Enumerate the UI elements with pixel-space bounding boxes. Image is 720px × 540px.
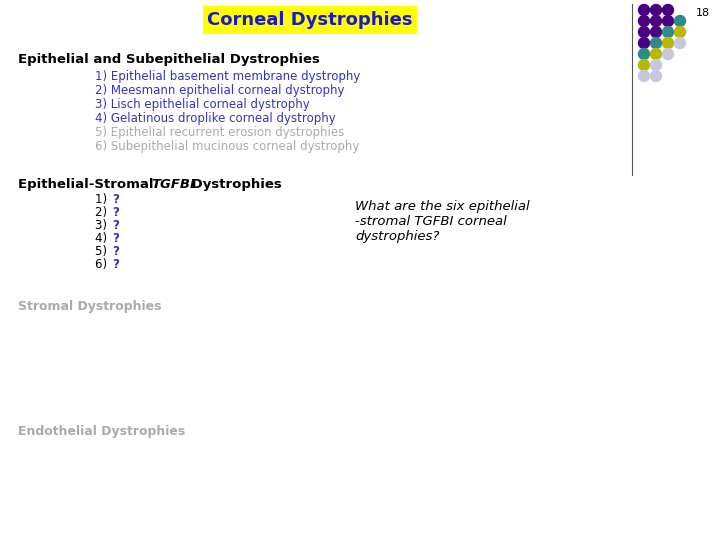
Circle shape [650,71,662,82]
Circle shape [639,71,649,82]
Circle shape [650,37,662,49]
Text: 5) Epithelial recurrent erosion dystrophies: 5) Epithelial recurrent erosion dystroph… [95,126,344,139]
Text: ?: ? [112,219,119,232]
Circle shape [675,37,685,49]
Circle shape [650,49,662,59]
Circle shape [662,16,673,26]
Circle shape [639,59,649,71]
Circle shape [639,49,649,59]
Text: 2): 2) [95,206,111,219]
Text: ?: ? [112,206,119,219]
Text: 2) Meesmann epithelial corneal dystrophy: 2) Meesmann epithelial corneal dystrophy [95,84,344,97]
Text: TGFBI: TGFBI [151,178,195,191]
Text: ?: ? [112,258,119,271]
Text: Epithelial-Stromal: Epithelial-Stromal [18,178,158,191]
Text: 4): 4) [95,232,111,245]
Circle shape [650,16,662,26]
Circle shape [639,16,649,26]
Text: 5): 5) [95,245,111,258]
Circle shape [650,26,662,37]
Circle shape [675,16,685,26]
Text: 1) Epithelial basement membrane dystrophy: 1) Epithelial basement membrane dystroph… [95,70,361,83]
Circle shape [662,49,673,59]
Circle shape [662,26,673,37]
Circle shape [639,4,649,16]
Text: 4) Gelatinous droplike corneal dystrophy: 4) Gelatinous droplike corneal dystrophy [95,112,336,125]
Text: Dystrophies: Dystrophies [187,178,282,191]
Text: 6) Subepithelial mucinous corneal dystrophy: 6) Subepithelial mucinous corneal dystro… [95,140,359,153]
Circle shape [662,37,673,49]
Text: What are the six epithelial
-stromal TGFBI corneal
dystrophies?: What are the six epithelial -stromal TGF… [355,200,530,243]
Text: ?: ? [112,232,119,245]
Text: Endothelial Dystrophies: Endothelial Dystrophies [18,425,185,438]
Circle shape [639,37,649,49]
Text: 3) Lisch epithelial corneal dystrophy: 3) Lisch epithelial corneal dystrophy [95,98,310,111]
Circle shape [675,26,685,37]
Circle shape [639,26,649,37]
Text: 3): 3) [95,219,111,232]
Text: 1): 1) [95,193,111,206]
Text: Epithelial and Subepithelial Dystrophies: Epithelial and Subepithelial Dystrophies [18,53,320,66]
Circle shape [650,59,662,71]
Text: Corneal Dystrophies: Corneal Dystrophies [207,11,413,29]
Circle shape [662,4,673,16]
Text: 6): 6) [95,258,111,271]
Circle shape [650,4,662,16]
Text: 18: 18 [696,8,710,18]
Text: ?: ? [112,245,119,258]
Text: Stromal Dystrophies: Stromal Dystrophies [18,300,161,313]
Text: ?: ? [112,193,119,206]
